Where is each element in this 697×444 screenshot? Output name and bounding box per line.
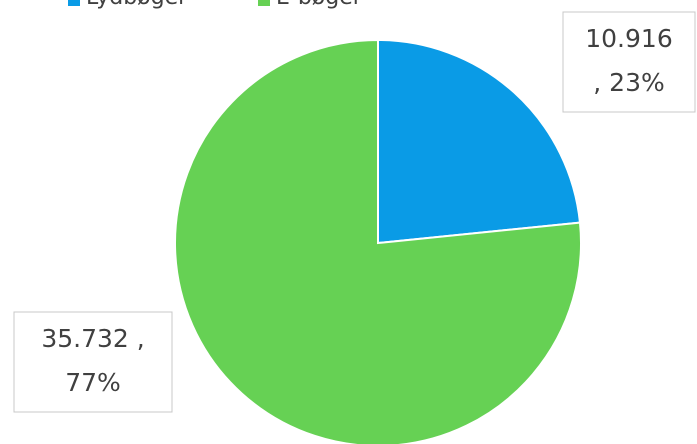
data-label: , 23% — [593, 68, 664, 97]
data-label: 10.916 — [585, 24, 672, 53]
legend-swatch — [258, 0, 270, 6]
data-label-box — [13, 311, 173, 413]
data-label: 77% — [65, 368, 121, 397]
legend-swatch — [68, 0, 80, 6]
pie-slice — [377, 38, 582, 245]
data-label-box — [562, 11, 696, 113]
data-label: 35.732 , — [41, 324, 144, 353]
legend-label: E-bøger — [276, 0, 363, 10]
pie-slice — [174, 38, 582, 444]
legend-label: Lydbøger — [86, 0, 188, 10]
